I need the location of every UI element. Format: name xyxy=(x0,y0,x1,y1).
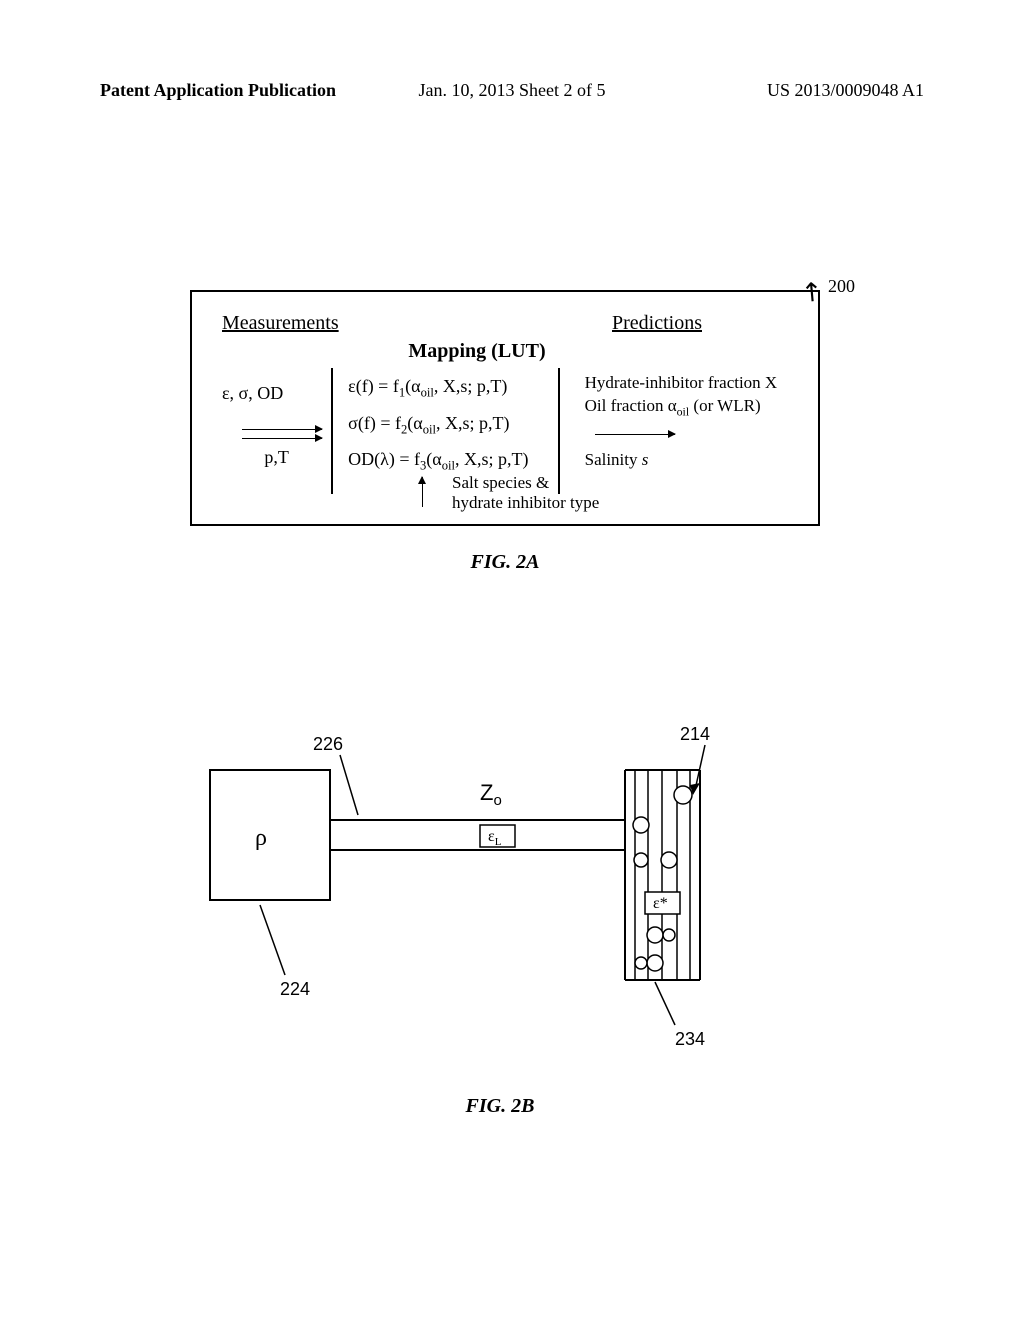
mapping-eq3: OD(λ) = f3(αoil, X,s; p,T) xyxy=(348,449,542,474)
salt-arrow xyxy=(422,477,423,507)
pred-salinity: Salinity s xyxy=(585,450,788,470)
label-224: 224 xyxy=(280,979,310,999)
zo-label: Zo xyxy=(480,780,502,809)
fig2a-ref-number: 200 xyxy=(828,276,855,297)
pred-arrow xyxy=(595,434,675,435)
leadline-224 xyxy=(260,905,285,975)
mapping-heading: Mapping (LUT) xyxy=(377,340,577,363)
label-214: 214 xyxy=(680,724,710,744)
salt-species-label: Salt species & hydrate inhibitor type xyxy=(452,473,599,514)
measurements-column: ε, σ, OD p,T xyxy=(222,368,331,493)
fig2a-caption: FIG. 2A xyxy=(190,551,820,574)
meas-symbols: ε, σ, OD xyxy=(222,383,331,404)
page-header: Patent Application Publication Jan. 10, … xyxy=(0,80,1024,101)
meas-arrow-1 xyxy=(242,429,322,430)
fig2b-caption: FIG. 2B xyxy=(180,1095,820,1118)
mapping-eq1: ε(f) = f1(αoil, X,s; p,T) xyxy=(348,376,542,401)
predictions-heading: Predictions xyxy=(612,312,702,335)
pred-oil-fraction: Oil fraction αoil (or WLR) xyxy=(585,396,788,419)
figure-2b: ρ Zo εL xyxy=(180,700,820,1120)
label-226: 226 xyxy=(313,734,343,754)
measurements-heading: Measurements xyxy=(222,312,788,335)
leadline-226 xyxy=(340,755,358,815)
mapping-eq2: σ(f) = f2(αoil, X,s; p,T) xyxy=(348,413,542,438)
predictions-column: Hydrate-inhibitor fraction X Oil fractio… xyxy=(560,368,788,473)
measurement-cell xyxy=(625,770,700,980)
pred-hydrate: Hydrate-inhibitor fraction X xyxy=(585,373,788,393)
leadline-234 xyxy=(655,982,675,1025)
header-right: US 2013/0009048 A1 xyxy=(767,80,924,101)
header-left: Patent Application Publication xyxy=(100,80,336,101)
label-234: 234 xyxy=(675,1029,705,1049)
fig2a-box: Measurements Predictions Mapping (LUT) ε… xyxy=(190,290,820,526)
eps-star-label: ε* xyxy=(653,895,668,912)
fig2b-diagram: ρ Zo εL xyxy=(180,700,820,1080)
rho-box xyxy=(210,770,330,900)
figure-2a: Measurements Predictions Mapping (LUT) ε… xyxy=(190,290,820,574)
meas-pt: p,T xyxy=(222,447,331,468)
header-center: Jan. 10, 2013 Sheet 2 of 5 xyxy=(419,80,606,101)
meas-arrow-2 xyxy=(242,438,322,439)
rho-symbol: ρ xyxy=(255,825,267,851)
